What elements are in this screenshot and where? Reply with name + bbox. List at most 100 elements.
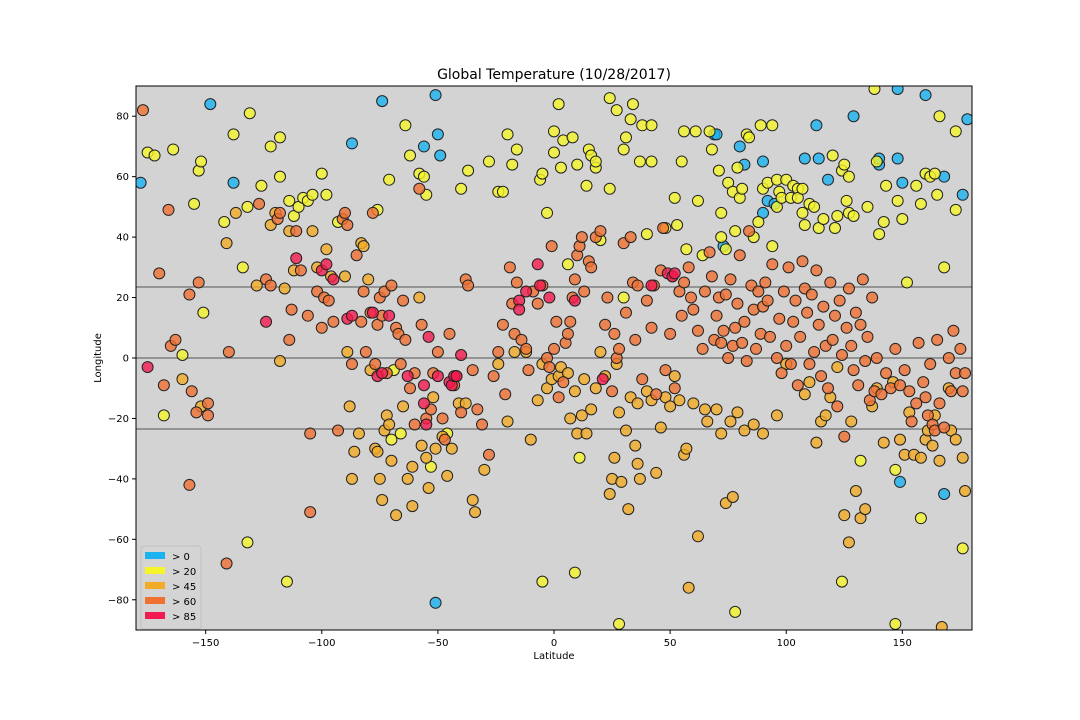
y-tick-label: 40	[116, 233, 129, 244]
x-tick-label: 0	[551, 638, 557, 649]
data-point	[376, 367, 389, 380]
data-point	[668, 382, 681, 395]
x-tick-label: 100	[777, 638, 796, 649]
data-point	[729, 605, 742, 618]
series-group	[141, 252, 681, 431]
data-point	[847, 209, 860, 222]
data-point	[341, 219, 354, 232]
data-point	[499, 388, 512, 401]
data-point	[422, 330, 435, 343]
data-point	[935, 620, 948, 630]
data-point	[698, 285, 711, 298]
data-point	[610, 104, 623, 117]
data-point	[341, 345, 354, 358]
data-point	[548, 342, 560, 355]
data-point	[691, 194, 704, 207]
data-point	[842, 536, 855, 549]
data-point	[828, 309, 841, 322]
data-point	[705, 270, 718, 283]
data-point	[510, 143, 523, 156]
data-point	[861, 330, 874, 343]
data-point	[619, 131, 632, 144]
data-point	[543, 361, 556, 374]
data-point	[413, 291, 426, 304]
data-point	[153, 267, 166, 280]
data-point	[413, 182, 426, 195]
data-point	[926, 439, 939, 452]
data-point	[910, 179, 923, 192]
data-point	[255, 179, 268, 192]
data-point	[260, 315, 273, 328]
data-point	[912, 336, 925, 349]
data-point	[689, 125, 702, 138]
data-point	[842, 282, 855, 295]
data-point	[796, 255, 809, 268]
data-point	[631, 397, 644, 410]
data-point	[394, 427, 407, 440]
data-point	[798, 388, 811, 401]
data-point	[548, 146, 560, 159]
data-point	[568, 273, 581, 286]
data-point	[736, 336, 749, 349]
data-point	[880, 179, 893, 192]
data-point	[455, 406, 468, 419]
data-point	[394, 358, 407, 371]
data-point	[438, 433, 451, 446]
data-point	[724, 415, 737, 428]
data-point	[636, 373, 649, 386]
data-point	[434, 149, 447, 162]
data-point	[870, 352, 883, 364]
data-point	[819, 409, 832, 422]
data-point	[399, 333, 412, 346]
data-point	[301, 309, 314, 322]
data-point	[564, 315, 577, 328]
data-point	[803, 376, 816, 389]
data-point	[826, 333, 839, 346]
data-point	[462, 164, 475, 177]
data-point	[568, 385, 581, 398]
data-point	[949, 125, 962, 138]
data-point	[548, 125, 560, 138]
data-point	[794, 330, 807, 343]
data-point	[157, 379, 170, 392]
data-point	[332, 424, 345, 437]
data-point	[383, 173, 396, 186]
data-point	[654, 421, 667, 434]
legend-swatch	[145, 612, 165, 619]
data-point	[227, 176, 240, 189]
data-point	[201, 409, 214, 422]
data-point	[633, 472, 646, 485]
y-tick-label: −80	[108, 595, 129, 606]
y-tick-label: −20	[108, 414, 129, 425]
data-point	[956, 542, 969, 555]
data-point	[185, 385, 198, 398]
data-point	[429, 89, 442, 102]
data-point	[894, 379, 907, 392]
data-point	[399, 119, 412, 132]
data-point	[959, 367, 972, 380]
data-point	[854, 318, 867, 331]
data-point	[668, 370, 681, 383]
data-point	[731, 161, 744, 174]
data-point	[362, 273, 375, 286]
data-point	[956, 188, 969, 201]
data-point	[541, 206, 554, 219]
data-point	[536, 167, 549, 180]
data-point	[561, 327, 574, 340]
data-point	[162, 203, 175, 216]
data-point	[339, 206, 351, 219]
data-point	[366, 206, 379, 219]
data-point	[796, 182, 809, 195]
data-point	[657, 222, 670, 235]
data-point	[629, 333, 642, 346]
data-point	[273, 170, 286, 183]
data-point	[838, 430, 851, 443]
data-point	[383, 309, 396, 322]
data-point	[924, 358, 937, 371]
data-point	[678, 276, 691, 289]
data-point	[896, 212, 909, 225]
y-axis-label: Longitude	[93, 333, 104, 383]
data-point	[339, 270, 351, 283]
data-point	[441, 469, 454, 482]
data-point	[664, 327, 677, 340]
